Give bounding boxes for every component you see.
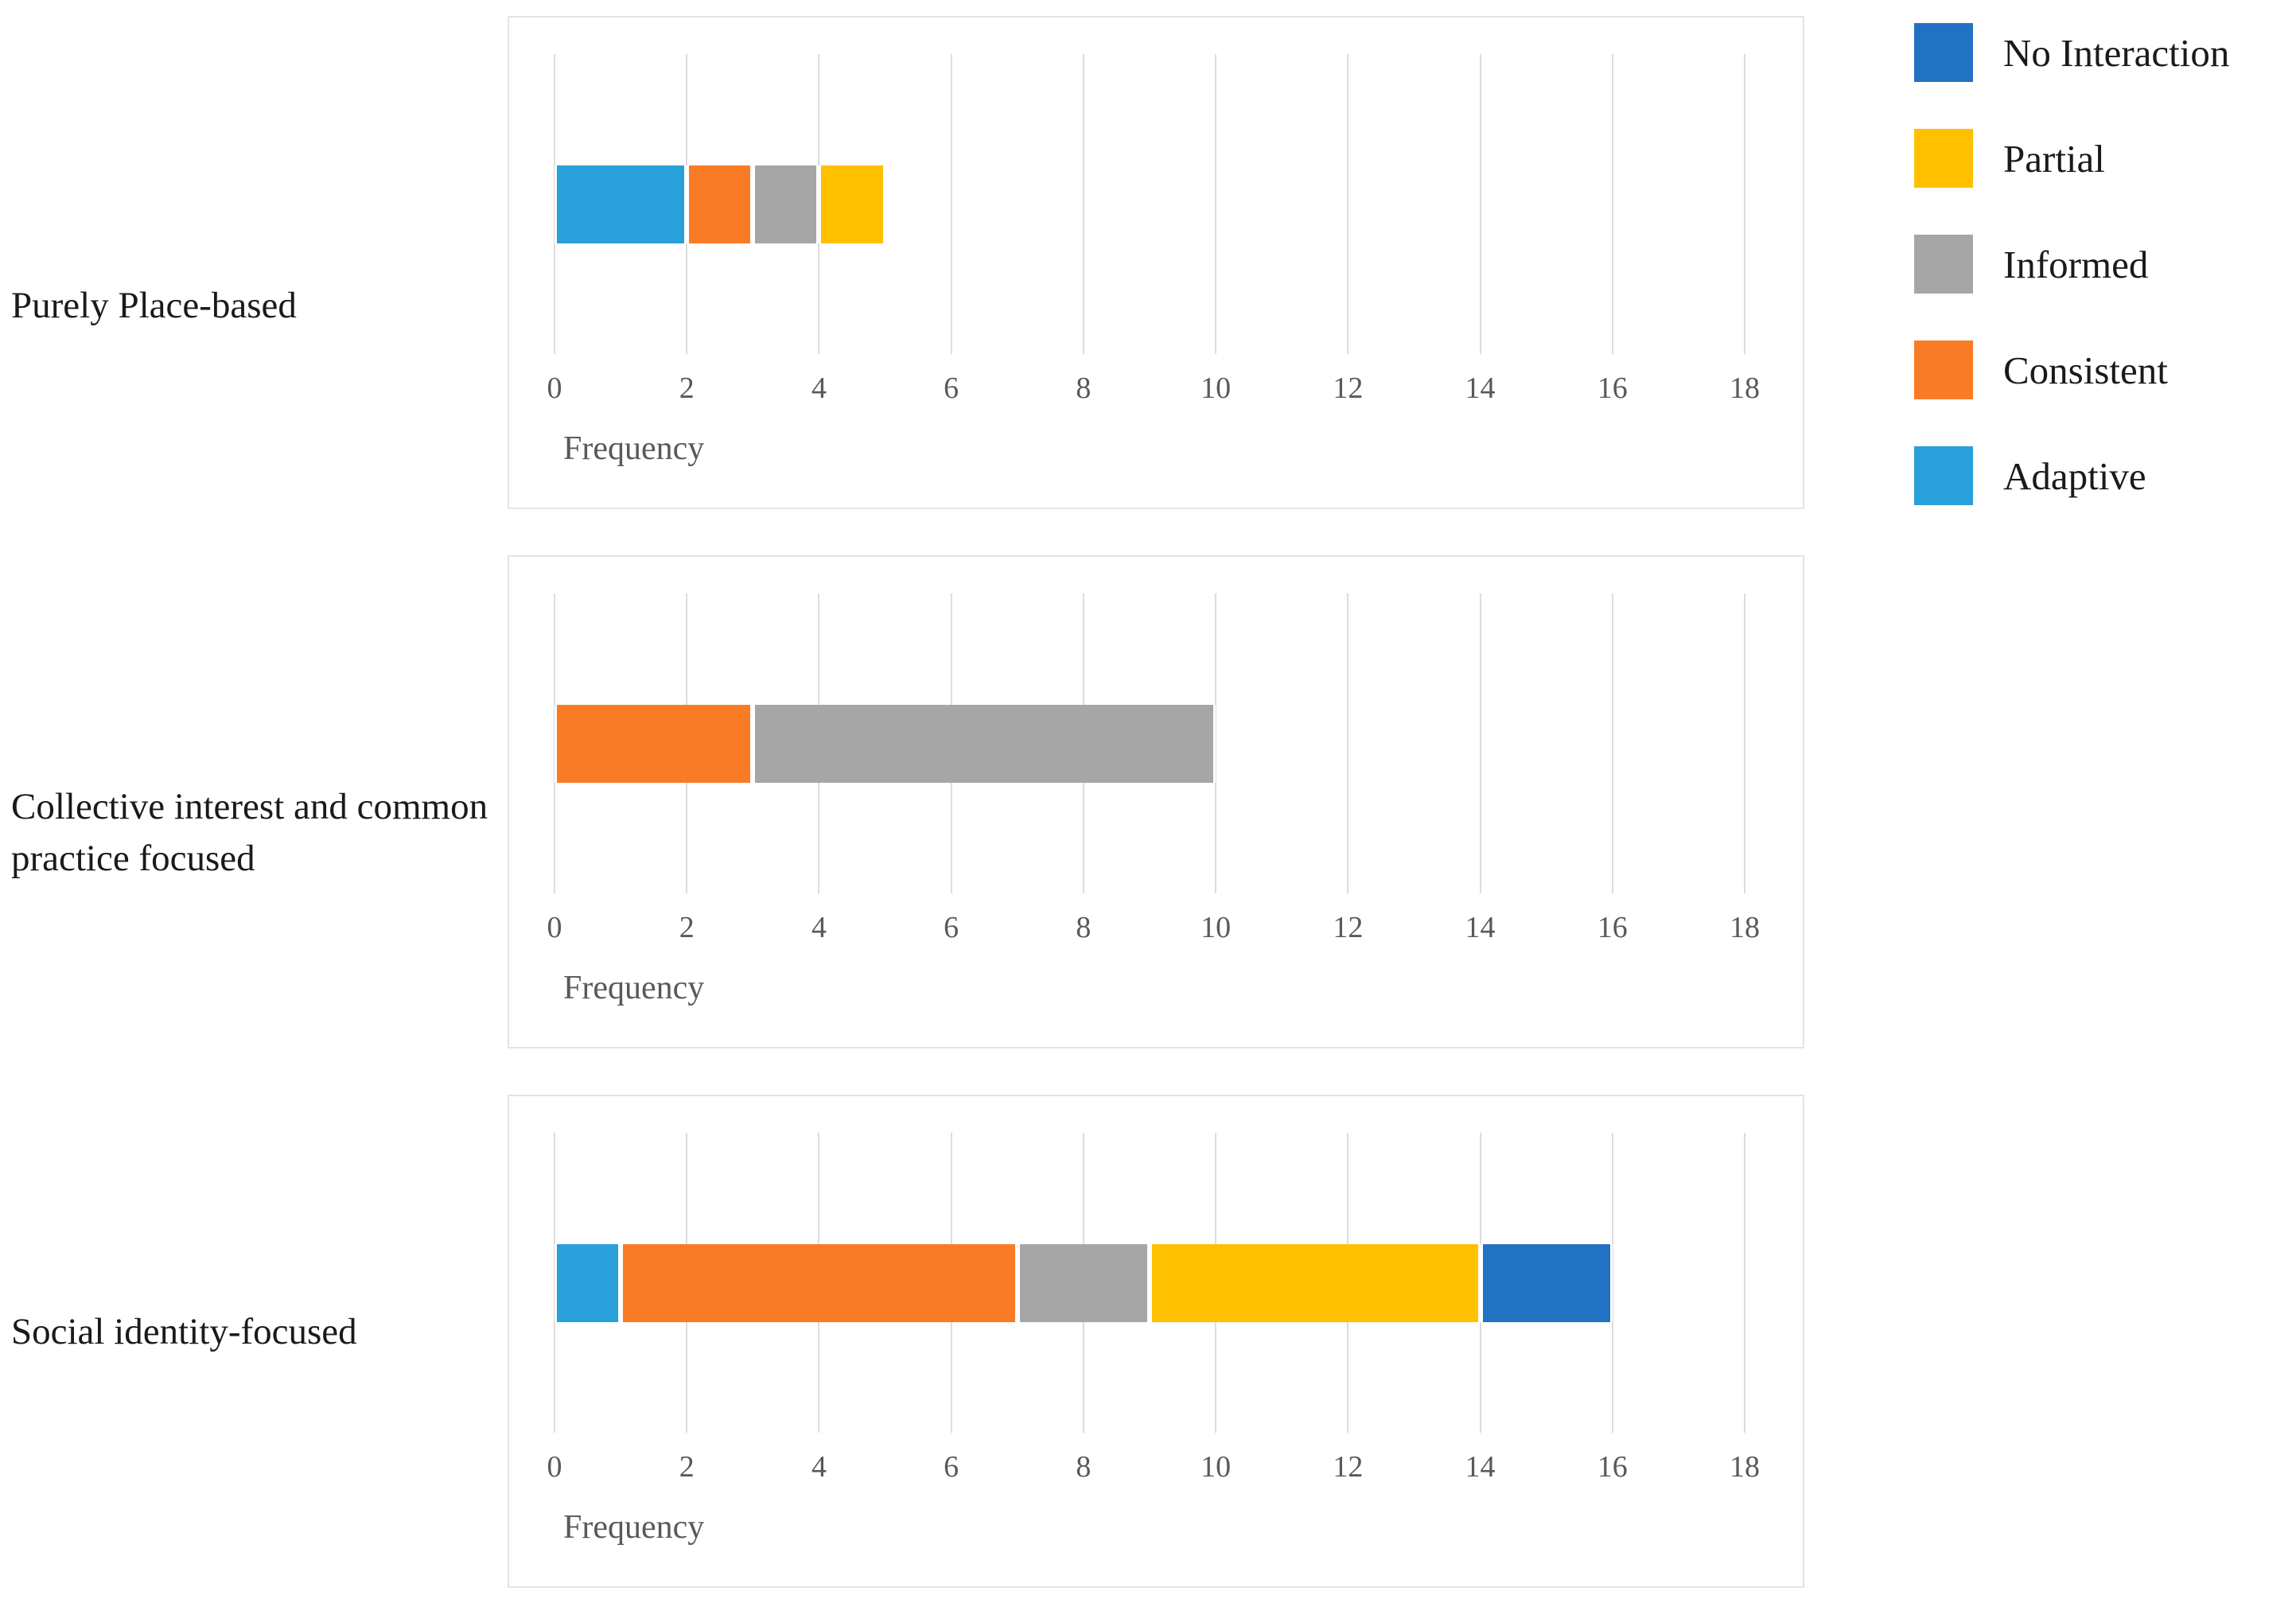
gridline — [1744, 1133, 1745, 1433]
tick-label: 12 — [1333, 911, 1364, 944]
tick-label: 12 — [1333, 1450, 1364, 1484]
bar-segment-consistent — [621, 1243, 1018, 1322]
tick-label: 0 — [547, 911, 562, 944]
legend-swatch-partial — [1914, 129, 1973, 188]
tick-label: 14 — [1465, 1450, 1496, 1484]
tick-label: 4 — [811, 372, 827, 405]
tick-label: 4 — [811, 911, 827, 944]
chart-panel-collective-interest: 0 2 4 6 8 10 12 14 16 18 Frequency — [508, 555, 1804, 1048]
legend-swatch-informed — [1914, 235, 1973, 294]
tick-label: 6 — [944, 1450, 959, 1484]
tick-label: 18 — [1730, 911, 1760, 944]
tick-label: 6 — [944, 372, 959, 405]
bar-segment-informed — [753, 704, 1216, 783]
tick-label: 16 — [1597, 911, 1628, 944]
gridline — [1744, 593, 1745, 893]
gridline — [1347, 593, 1349, 893]
tick-label: 2 — [679, 911, 695, 944]
tick-label: 0 — [547, 372, 562, 405]
tick-label: 14 — [1465, 372, 1496, 405]
chart-panel-social-identity: 0 2 4 6 8 10 12 14 16 18 Frequency — [508, 1095, 1804, 1588]
bar-segment-informed — [1017, 1243, 1150, 1322]
gridline — [1479, 54, 1481, 354]
legend-label: No Interaction — [2003, 30, 2230, 75]
tick-label: 0 — [547, 1450, 562, 1484]
gridline — [1611, 593, 1613, 893]
gridline — [1611, 54, 1613, 354]
gridline — [1744, 54, 1745, 354]
legend-swatch-consistent — [1914, 340, 1973, 399]
gridline — [1611, 1133, 1613, 1433]
x-axis-title: Frequency — [563, 1509, 705, 1546]
gridline — [1347, 54, 1349, 354]
tick-label: 2 — [679, 372, 695, 405]
tick-label: 16 — [1597, 372, 1628, 405]
tick-label: 8 — [1076, 911, 1092, 944]
gridline — [950, 54, 952, 354]
bar-segment-partial — [819, 165, 885, 243]
legend-item-partial: Partial — [1914, 128, 2288, 189]
category-label-collective-interest: Collective interest and common practice … — [11, 786, 488, 879]
x-axis-ticks: 0 2 4 6 8 10 12 14 16 18 — [547, 1449, 1761, 1488]
category-label-social-identity: Social identity-focused — [11, 1311, 357, 1352]
tick-label: 10 — [1201, 911, 1232, 944]
gridline — [1082, 54, 1084, 354]
plot-area — [554, 593, 1745, 893]
bar-segment-adaptive — [555, 1243, 621, 1322]
legend-label: Adaptive — [2003, 453, 2146, 498]
x-axis-ticks: 0 2 4 6 8 10 12 14 16 18 — [547, 910, 1761, 948]
bar-segment-consistent — [555, 704, 753, 783]
legend-swatch-no-interaction — [1914, 23, 1973, 82]
x-axis-title: Frequency — [563, 430, 705, 467]
legend-item-informed: Informed — [1914, 234, 2288, 294]
tick-label: 16 — [1597, 1450, 1628, 1484]
legend-item-adaptive: Adaptive — [1914, 445, 2288, 506]
tick-label: 4 — [811, 1450, 827, 1484]
tick-label: 12 — [1333, 372, 1364, 405]
legend-label: Consistent — [2003, 348, 2168, 392]
tick-label: 10 — [1201, 372, 1232, 405]
tick-label: 14 — [1465, 911, 1496, 944]
bar-segment-no-interaction — [1480, 1243, 1613, 1322]
bar-segment-consistent — [687, 165, 753, 243]
bar-segment-adaptive — [555, 165, 687, 243]
tick-label: 18 — [1730, 1450, 1760, 1484]
category-label-purely-place-based: Purely Place-based — [11, 285, 297, 326]
tick-label: 18 — [1730, 372, 1760, 405]
legend-item-no-interaction: No Interaction — [1914, 22, 2288, 83]
tick-label: 10 — [1201, 1450, 1232, 1484]
tick-label: 8 — [1076, 372, 1092, 405]
bar-segment-informed — [753, 165, 819, 243]
plot-area — [554, 54, 1745, 354]
bar-segment-partial — [1150, 1243, 1481, 1322]
legend-swatch-adaptive — [1914, 446, 1973, 505]
gridline — [1479, 593, 1481, 893]
legend-item-consistent: Consistent — [1914, 340, 2288, 400]
x-axis-ticks: 0 2 4 6 8 10 12 14 16 18 — [547, 371, 1761, 409]
tick-label: 8 — [1076, 1450, 1092, 1484]
legend-label: Partial — [2003, 136, 2105, 181]
tick-label: 2 — [679, 1450, 695, 1484]
legend-label: Informed — [2003, 242, 2149, 286]
legend: No Interaction Partial Informed Consiste… — [1914, 22, 2288, 551]
chart-panel-purely-place-based: 0 2 4 6 8 10 12 14 16 18 Frequency — [508, 16, 1804, 509]
gridline — [1215, 54, 1217, 354]
x-axis-title: Frequency — [563, 970, 705, 1006]
stacked-bar — [555, 1243, 1745, 1322]
tick-label: 6 — [944, 911, 959, 944]
stacked-bar — [555, 704, 1745, 783]
gridline — [1215, 593, 1217, 893]
stacked-bar — [555, 165, 1745, 243]
plot-area — [554, 1133, 1745, 1433]
